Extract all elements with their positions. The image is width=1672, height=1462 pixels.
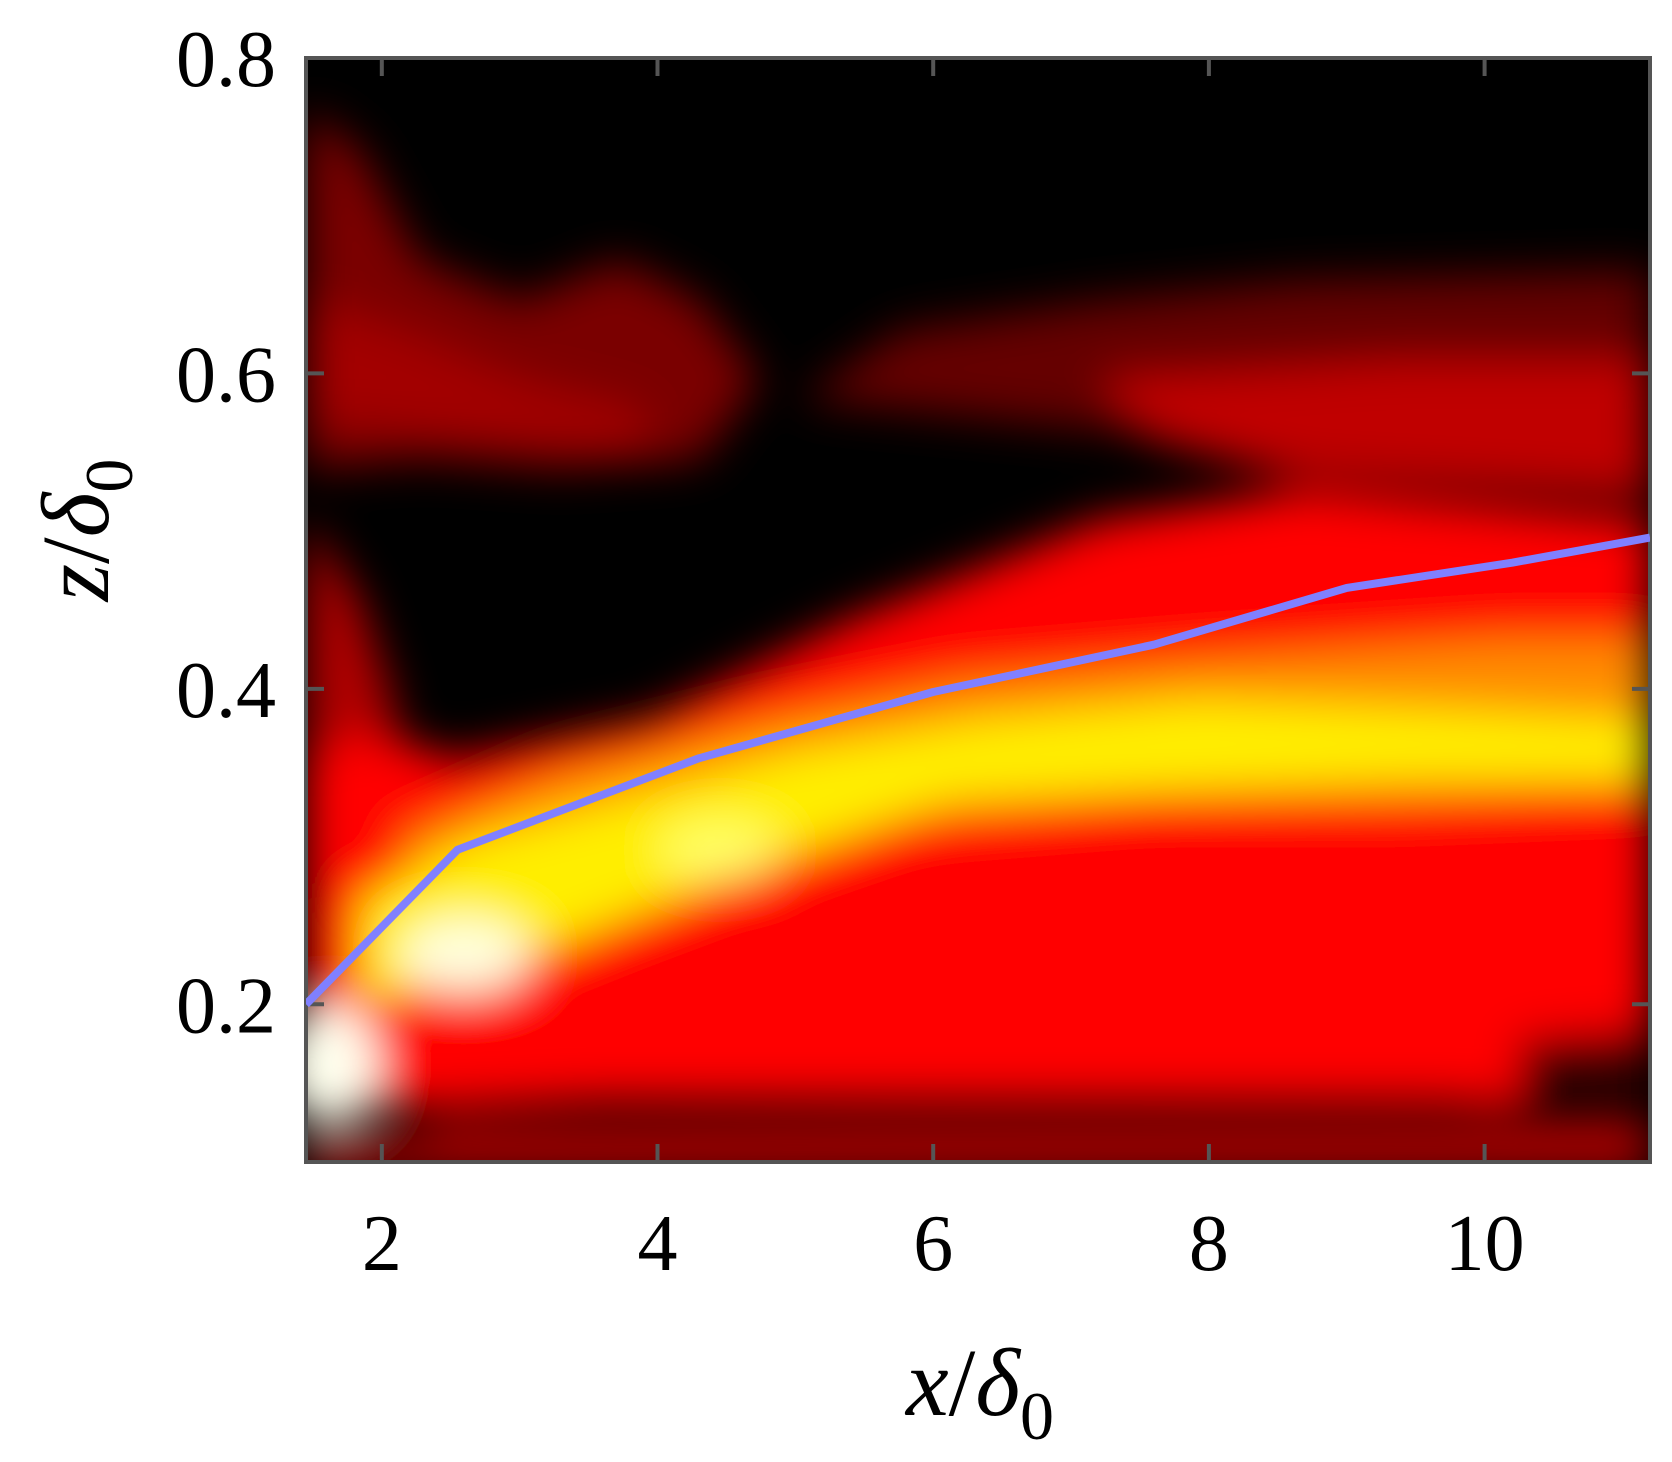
x-axis-label: x/δ0 [904,1329,1054,1454]
tick-labels: 2 4 6 8 10 0.2 0.4 0.6 0.8 [176,16,1525,1288]
y-axis-label: z/δ0 [22,459,147,604]
x-tick-label: 2 [362,1200,402,1288]
x-tick-label: 4 [638,1200,678,1288]
y-tick-label: 0.6 [176,331,276,419]
series-layer [306,533,1650,1008]
plot-frame [304,56,1652,1164]
x-tick-label: 8 [1189,1200,1229,1288]
y-tick-label: 0.2 [176,962,276,1050]
y-tick-label: 0.8 [176,16,276,104]
heatmap-field [306,58,1650,1162]
boundary-line [306,533,1650,1008]
axis-ticks [306,56,1650,1162]
x-tick-label: 6 [913,1200,953,1288]
y-tick-label: 0.4 [176,647,276,735]
x-tick-label: 10 [1445,1200,1525,1288]
